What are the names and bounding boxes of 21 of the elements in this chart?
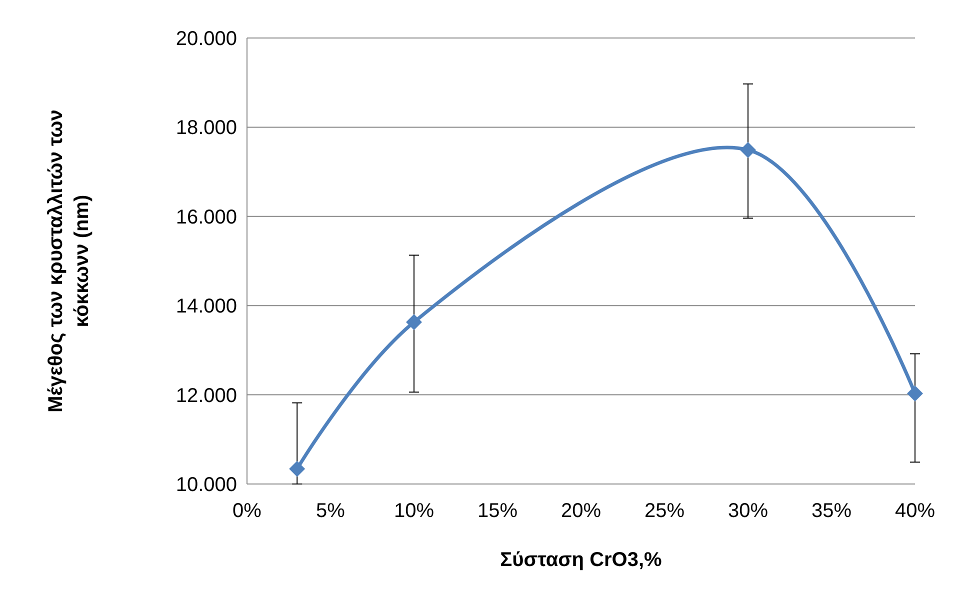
x-tick-label: 35%: [811, 500, 852, 522]
x-tick-label: 15%: [477, 500, 518, 522]
y-axis-title: Μέγεθος των κρυσταλλιτών των κόκκωνν (nm): [45, 110, 93, 412]
x-axis-title: Σύσταση CrO3,%: [500, 549, 662, 571]
x-tick-label: 30%: [728, 500, 768, 522]
point: [406, 314, 422, 330]
y-tick-label: 16.000: [176, 206, 237, 228]
y-tick-label: 12.000: [176, 384, 237, 407]
point: [907, 385, 923, 402]
x-tick-label: 25%: [644, 500, 685, 522]
x-tick-label: 5%: [316, 500, 346, 522]
x-tick-label: 40%: [894, 500, 936, 522]
x-tick-label: 20%: [560, 500, 602, 522]
x-tick-label: 10%: [394, 500, 434, 522]
y-tick-label: 14.000: [176, 296, 237, 318]
y-tick-label: 10.000: [176, 474, 237, 496]
point: [740, 142, 756, 158]
point: [289, 460, 306, 477]
x-tick-label: 0%: [232, 500, 262, 522]
y-tick-label: 20.000: [176, 28, 237, 50]
y-tick-label: 18.000: [176, 117, 237, 140]
